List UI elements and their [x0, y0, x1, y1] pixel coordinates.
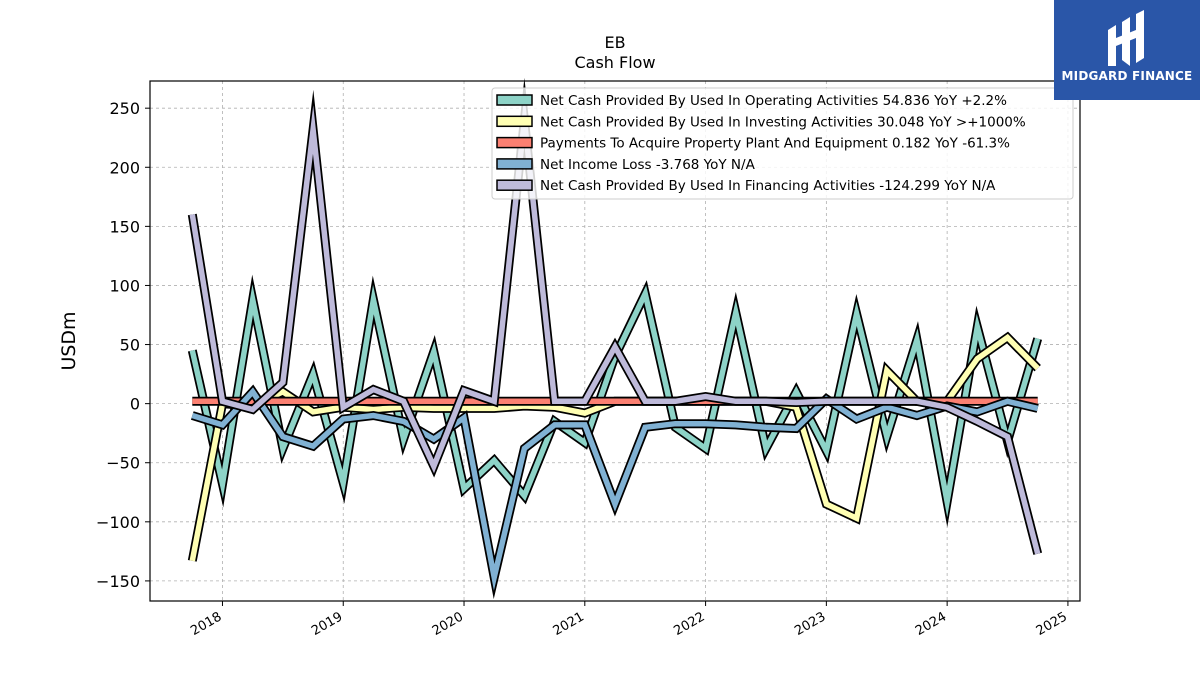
- x-tick-label: 2022: [671, 609, 707, 639]
- x-tick-label: 2020: [430, 609, 466, 639]
- y-tick-label: 250: [109, 99, 140, 118]
- chart-title: EB: [604, 33, 625, 52]
- x-tick-label: 2023: [792, 609, 828, 639]
- legend-label: Net Cash Provided By Used In Operating A…: [540, 93, 1007, 109]
- legend-label: Net Cash Provided By Used In Financing A…: [540, 178, 996, 194]
- legend-swatch: [496, 94, 533, 106]
- legend-swatch: [496, 179, 533, 191]
- legend-swatch: [496, 115, 533, 128]
- x-tick-label: 2021: [551, 609, 587, 639]
- legend-label: Net Cash Provided By Used In Investing A…: [540, 114, 1026, 130]
- legend: Net Cash Provided By Used In Operating A…: [491, 87, 1074, 200]
- x-tick-label: 2024: [913, 609, 949, 639]
- y-tick-label: −50: [106, 454, 140, 473]
- legend-box: [491, 87, 1074, 200]
- logo-text: MIDGARD FINANCE: [1061, 69, 1193, 83]
- series-outline-net-income-loss: [190, 384, 1039, 600]
- y-tick-label: 100: [109, 276, 140, 295]
- midgard-finance-logo: MIDGARD FINANCE: [1054, 0, 1200, 100]
- legend-label: Net Income Loss -3.768 YoY N/A: [540, 157, 756, 173]
- y-tick-label: 200: [109, 158, 140, 177]
- y-tick-label: −100: [96, 513, 140, 532]
- x-axis-ticks: 2018 2019 2020 2021 2022 2023 2024 2025: [188, 601, 1070, 639]
- y-tick-label: 50: [120, 336, 140, 355]
- y-axis-label: USDm: [58, 311, 80, 370]
- x-tick-label: 2019: [309, 609, 345, 639]
- legend-swatch: [496, 136, 533, 149]
- series-line-net-cash-provided-by-used-in-financing-activities: [189, 94, 1041, 555]
- midgard-logo-icon: [1108, 10, 1144, 66]
- y-axis-ticks: −150 −100 −50 0 50 100 150 200 250: [96, 99, 150, 591]
- y-tick-label: 0: [130, 395, 140, 414]
- y-tick-label: −150: [96, 572, 140, 591]
- x-tick-label: 2018: [188, 609, 224, 639]
- series-layer: [187, 77, 1043, 600]
- series-line-net-income-loss: [191, 387, 1039, 591]
- plot-area-frame: [149, 80, 1081, 602]
- legend-label: Payments To Acquire Property Plant And E…: [540, 136, 1010, 152]
- legend-swatch: [496, 158, 533, 170]
- chart-subtitle: Cash Flow: [574, 53, 655, 72]
- x-tick-label: 2025: [1034, 609, 1070, 639]
- y-tick-label: 150: [109, 217, 140, 236]
